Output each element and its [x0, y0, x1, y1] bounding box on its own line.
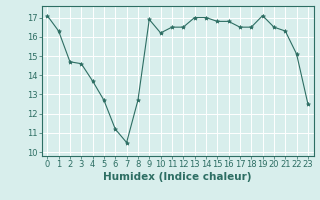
X-axis label: Humidex (Indice chaleur): Humidex (Indice chaleur) [103, 172, 252, 182]
